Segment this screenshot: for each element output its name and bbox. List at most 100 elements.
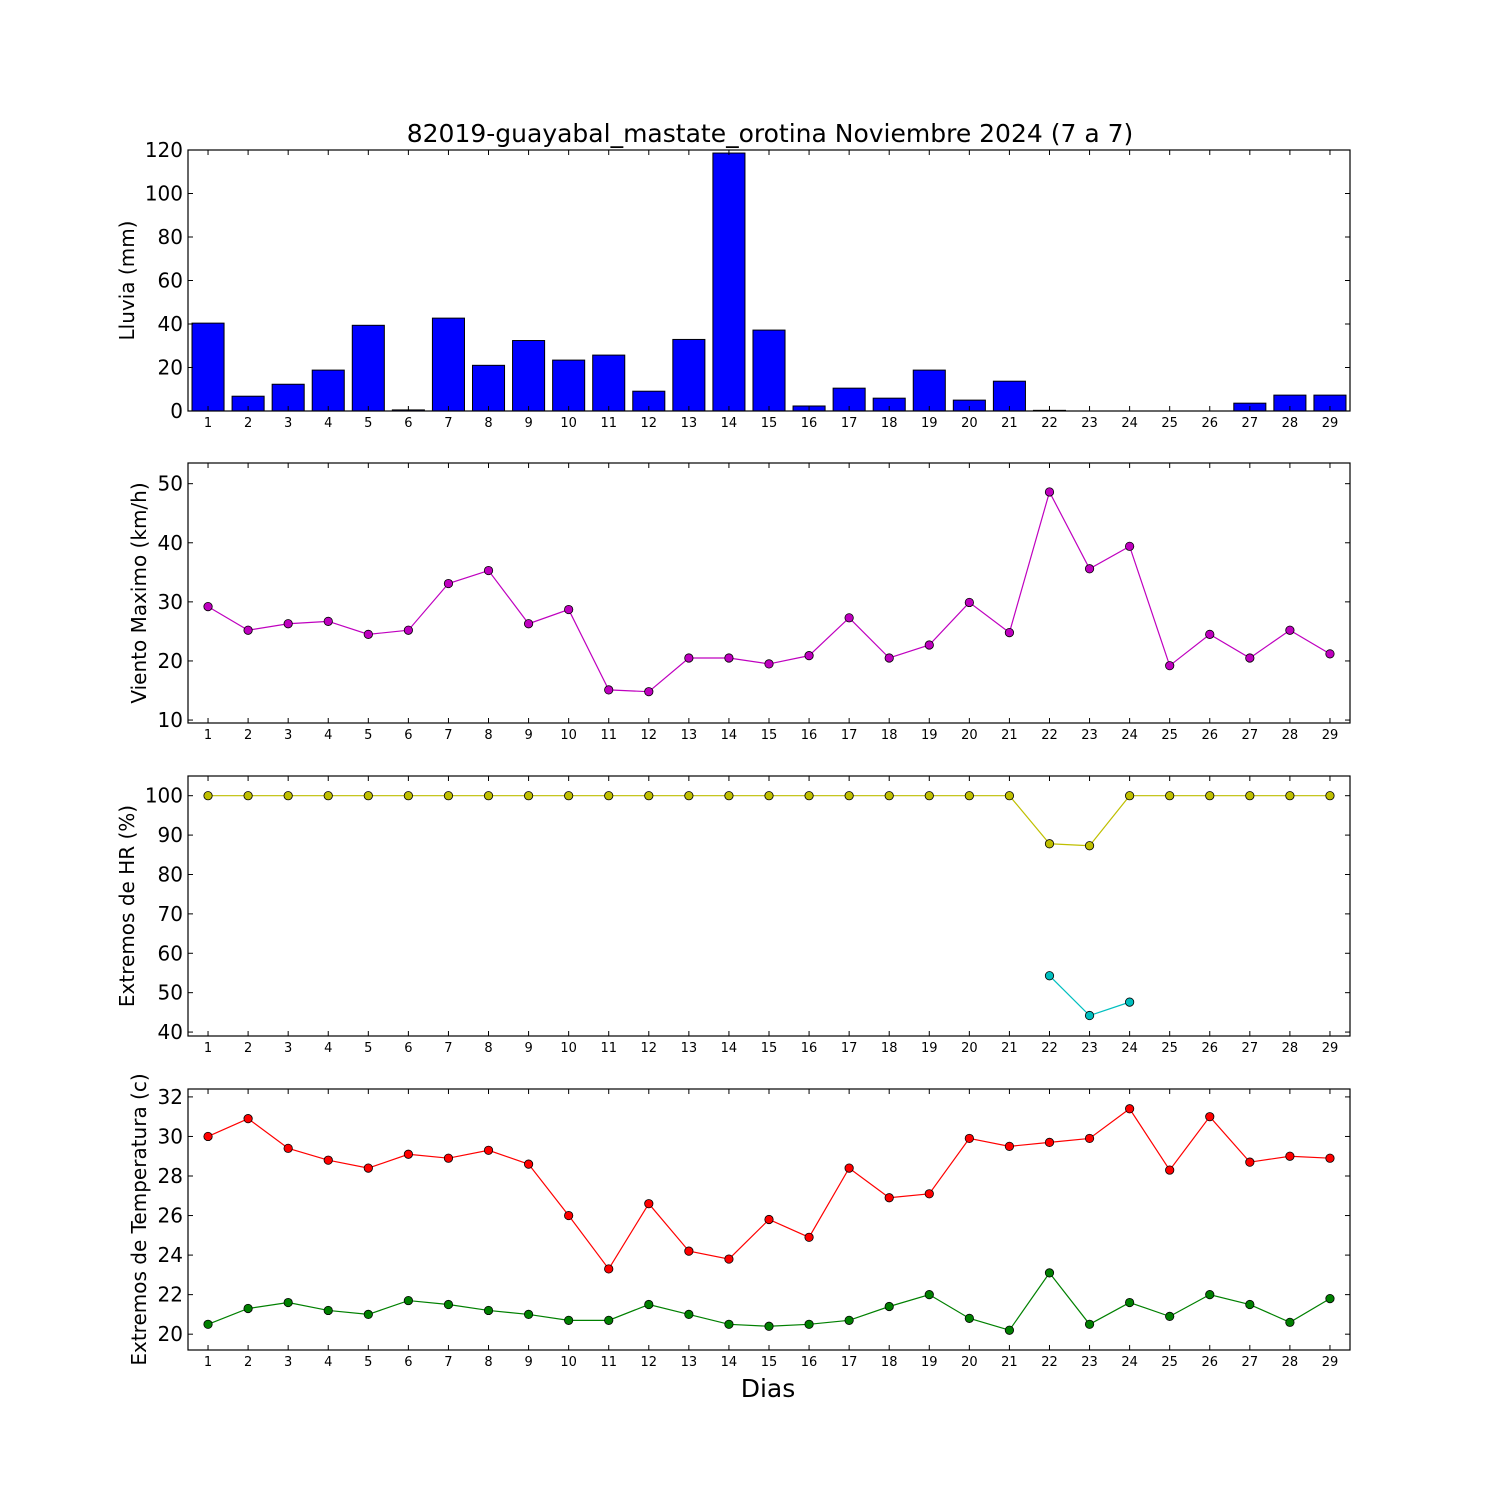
data-point (804, 651, 814, 661)
data-point (203, 791, 213, 801)
data-point (363, 1163, 373, 1173)
x-tick-label: 14 (721, 1355, 738, 1370)
data-point (724, 1254, 734, 1264)
x-tick-label: 19 (921, 1041, 938, 1056)
x-tick-label: 29 (1322, 1041, 1339, 1056)
x-tick-label: 3 (284, 1041, 292, 1056)
x-tick-label: 24 (1121, 1041, 1138, 1056)
data-point (363, 629, 373, 639)
y-tick-label: 120 (145, 138, 183, 162)
data-point (644, 1199, 654, 1209)
y-tick-label: 40 (158, 531, 183, 555)
x-tick-label: 14 (721, 416, 738, 431)
x-tick-label: 4 (324, 416, 332, 431)
data-point (1004, 1325, 1015, 1335)
y-tick-label: 26 (158, 1204, 183, 1228)
data-point (1044, 1137, 1055, 1147)
x-tick-label: 4 (324, 1041, 332, 1056)
x-tick-label: 21 (1001, 1041, 1018, 1056)
x-tick-label: 5 (364, 1355, 372, 1370)
data-point (684, 653, 694, 663)
plot-frame (187, 775, 1351, 1037)
x-tick-label: 15 (761, 416, 778, 431)
data-point (1165, 791, 1175, 801)
data-point (724, 653, 734, 663)
x-tick-label: 2 (244, 1041, 252, 1056)
data-point (323, 1305, 333, 1316)
x-tick-label: 26 (1201, 1355, 1218, 1370)
x-tick-label: 27 (1242, 1355, 1259, 1370)
data-point (1125, 541, 1135, 551)
x-tick-label: 17 (841, 1355, 858, 1370)
x-tick-label: 1 (204, 728, 212, 743)
data-point (884, 1193, 894, 1203)
x-tick-label: 7 (444, 1355, 452, 1370)
x-tick-label: 23 (1081, 1355, 1098, 1370)
data-point (604, 791, 614, 801)
x-tick-label: 25 (1161, 728, 1178, 743)
x-tick-label: 9 (524, 1355, 532, 1370)
data-point (1044, 971, 1055, 981)
data-point (1245, 1157, 1255, 1167)
x-tick-label: 21 (1001, 1355, 1018, 1370)
data-point (523, 619, 534, 629)
data-point (1044, 839, 1055, 849)
data-point (1205, 1290, 1215, 1300)
x-tick-label: 10 (560, 416, 577, 431)
y-axis-label: Viento Maximo (km/h) (127, 482, 151, 703)
x-tick-label: 19 (921, 416, 938, 431)
x-tick-label: 22 (1041, 1355, 1058, 1370)
data-point (844, 791, 854, 801)
x-tick-label: 19 (921, 728, 938, 743)
x-tick-label: 22 (1041, 728, 1058, 743)
data-point (323, 1155, 333, 1165)
data-point (1285, 1317, 1295, 1327)
x-tick-label: 27 (1242, 728, 1259, 743)
bar (712, 152, 746, 412)
data-point (1285, 791, 1295, 801)
data-point (1004, 1141, 1015, 1151)
y-tick-label: 60 (158, 941, 183, 965)
x-tick-label: 12 (641, 728, 658, 743)
x-tick-label: 7 (444, 728, 452, 743)
y-tick-label: 0 (170, 399, 183, 423)
data-point (203, 1319, 213, 1329)
x-tick-label: 3 (284, 1355, 292, 1370)
data-point (483, 565, 494, 576)
data-point (483, 1145, 494, 1155)
y-tick-label: 40 (158, 1020, 183, 1044)
data-point (1125, 791, 1135, 801)
data-point (924, 791, 934, 801)
x-tick-label: 6 (404, 1355, 412, 1370)
y-tick-label: 10 (158, 708, 183, 732)
y-tick-label: 40 (158, 312, 183, 336)
data-point (884, 1301, 894, 1312)
x-tick-label: 22 (1041, 1041, 1058, 1056)
x-tick-label: 4 (324, 1355, 332, 1370)
data-point (604, 1315, 614, 1325)
data-point (1044, 487, 1055, 497)
plot-frame (187, 462, 1351, 724)
data-point (523, 791, 534, 801)
x-tick-label: 18 (881, 416, 898, 431)
data-point (924, 1290, 934, 1300)
data-point (1084, 564, 1095, 574)
x-tick-label: 12 (641, 416, 658, 431)
data-point (443, 791, 454, 801)
data-point (483, 1305, 494, 1316)
x-tick-label: 7 (444, 416, 452, 431)
data-point (564, 1315, 574, 1325)
data-point (964, 1313, 974, 1323)
chart-title: 82019-guayabal_mastate_orotina Noviembre… (407, 119, 1134, 148)
x-tick-label: 13 (681, 1041, 698, 1056)
bar (552, 359, 586, 412)
x-tick-label: 27 (1242, 416, 1259, 431)
y-tick-label: 28 (158, 1164, 183, 1188)
y-tick-label: 80 (158, 862, 183, 886)
data-point (924, 1189, 934, 1199)
x-tick-label: 19 (921, 1355, 938, 1370)
bar (672, 338, 706, 412)
x-tick-label: 8 (484, 728, 492, 743)
x-tick-label: 20 (961, 1355, 978, 1370)
